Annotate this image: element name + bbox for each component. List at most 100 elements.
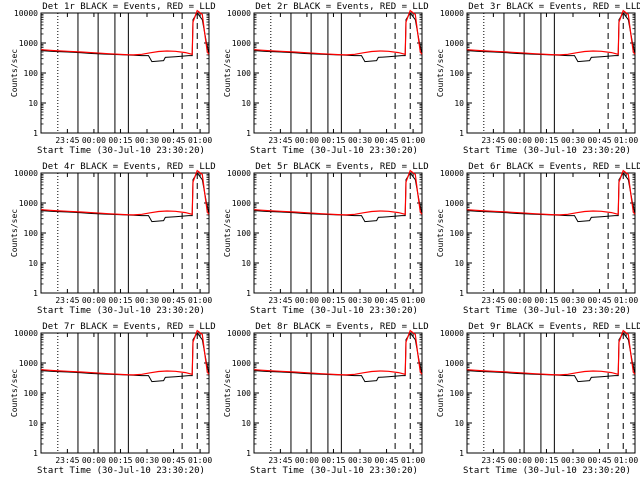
panel-title: Det 5r BLACK = Events, RED = LLD <box>255 162 428 172</box>
y-tick-label: 1 <box>33 449 38 458</box>
x-tick-label: 00:00 <box>82 456 106 465</box>
x-tick-label: 00:00 <box>295 136 319 145</box>
plot-frame <box>40 332 210 454</box>
x-tick-label: 00:45 <box>588 456 612 465</box>
x-tick-label: 00:15 <box>534 296 558 305</box>
plot-frame <box>253 12 423 134</box>
x-tick-label: 00:45 <box>162 296 186 305</box>
x-axis-label: Start Time (30-Jul-10 23:30:20) <box>37 466 205 476</box>
plot-frame <box>40 172 210 294</box>
panel-4: Det 4r BLACK = Events, RED = LLD 1 10 100 10… <box>10 162 216 316</box>
x-tick-label: 00:15 <box>534 456 558 465</box>
x-tick-label: 00:45 <box>588 136 612 145</box>
plot-frame <box>466 332 636 454</box>
y-tick-label: 10000 <box>14 9 38 18</box>
x-tick-label: 23:45 <box>481 136 505 145</box>
plot-frame <box>253 172 423 294</box>
y-tick-label: 10 <box>454 259 464 268</box>
y-tick-label: 10000 <box>227 169 251 178</box>
y-axis-label: Counts/sec <box>10 209 19 257</box>
y-tick-label: 1000 <box>19 39 38 48</box>
y-tick-label: 10000 <box>227 9 251 18</box>
panel-7: Det 7r BLACK = Events, RED = LLD 1 10 100 10… <box>10 322 216 476</box>
panel-title: Det 2r BLACK = Events, RED = LLD <box>255 2 428 12</box>
y-tick-label: 10000 <box>440 169 464 178</box>
x-axis-label: Start Time (30-Jul-10 23:30:20) <box>250 146 418 156</box>
y-tick-label: 1000 <box>19 359 38 368</box>
x-tick-label: 00:00 <box>82 296 106 305</box>
lld-series-line <box>466 9 636 56</box>
x-tick-label: 00:30 <box>561 456 585 465</box>
plot-frame <box>466 172 636 294</box>
y-tick-label: 100 <box>237 69 252 78</box>
panel-9: Det 9r BLACK = Events, RED = LLD 1 10 100 10… <box>436 322 640 476</box>
x-tick-label: 23:45 <box>55 296 79 305</box>
x-tick-label: 00:15 <box>108 456 132 465</box>
y-tick-label: 100 <box>237 229 252 238</box>
x-axis-label: Start Time (30-Jul-10 23:30:20) <box>250 306 418 316</box>
y-tick-label: 1000 <box>19 199 38 208</box>
y-tick-label: 1 <box>246 129 251 138</box>
y-tick-label: 1 <box>33 289 38 298</box>
panel-title: Det 7r BLACK = Events, RED = LLD <box>42 322 215 332</box>
x-tick-label: 00:00 <box>82 136 106 145</box>
x-tick-label: 00:45 <box>162 136 186 145</box>
x-axis-label: Start Time (30-Jul-10 23:30:20) <box>463 146 631 156</box>
y-tick-label: 10000 <box>440 9 464 18</box>
y-tick-label: 1000 <box>232 359 251 368</box>
panel-6: Det 6r BLACK = Events, RED = LLD 1 10 100 10… <box>436 162 640 316</box>
panel-title: Det 4r BLACK = Events, RED = LLD <box>42 162 215 172</box>
panel-title: Det 3r BLACK = Events, RED = LLD <box>468 2 640 12</box>
x-tick-label: 23:45 <box>268 296 292 305</box>
panel-title: Det 8r BLACK = Events, RED = LLD <box>255 322 428 332</box>
x-tick-label: 00:00 <box>508 456 532 465</box>
x-tick-label: 23:45 <box>268 136 292 145</box>
x-tick-label: 00:45 <box>588 296 612 305</box>
y-axis-label: Counts/sec <box>10 369 19 417</box>
y-axis-label: Counts/sec <box>223 49 232 97</box>
x-tick-label: 00:45 <box>375 296 399 305</box>
lld-series-line <box>253 9 423 56</box>
x-tick-label: 01:00 <box>614 296 638 305</box>
y-axis-label: Counts/sec <box>436 209 445 257</box>
y-tick-label: 100 <box>24 229 39 238</box>
x-tick-label: 00:30 <box>348 296 372 305</box>
y-tick-label: 100 <box>450 69 465 78</box>
x-tick-label: 01:00 <box>188 456 212 465</box>
x-tick-label: 00:00 <box>508 296 532 305</box>
x-tick-label: 01:00 <box>188 136 212 145</box>
x-axis-label: Start Time (30-Jul-10 23:30:20) <box>463 466 631 476</box>
x-tick-label: 00:15 <box>321 456 345 465</box>
y-tick-label: 10 <box>454 419 464 428</box>
y-tick-label: 1 <box>246 449 251 458</box>
plot-frame <box>466 12 636 134</box>
lld-series-line <box>253 329 423 376</box>
panel-8: Det 8r BLACK = Events, RED = LLD 1 10 100 10… <box>223 322 429 476</box>
x-tick-label: 00:30 <box>135 136 159 145</box>
x-tick-label: 00:30 <box>561 136 585 145</box>
x-tick-label: 00:15 <box>321 296 345 305</box>
x-axis-label: Start Time (30-Jul-10 23:30:20) <box>37 146 205 156</box>
y-tick-label: 10000 <box>440 329 464 338</box>
y-tick-label: 1000 <box>232 199 251 208</box>
y-tick-label: 10000 <box>14 169 38 178</box>
y-tick-label: 1 <box>33 129 38 138</box>
x-tick-label: 01:00 <box>614 136 638 145</box>
lld-series-line <box>40 329 210 376</box>
y-tick-label: 10000 <box>227 329 251 338</box>
x-tick-label: 00:45 <box>375 456 399 465</box>
x-tick-label: 00:30 <box>135 296 159 305</box>
y-axis-label: Counts/sec <box>10 49 19 97</box>
x-tick-label: 23:45 <box>55 456 79 465</box>
x-tick-label: 00:15 <box>108 136 132 145</box>
y-tick-label: 100 <box>450 389 465 398</box>
x-tick-label: 01:00 <box>614 456 638 465</box>
x-tick-label: 00:00 <box>295 296 319 305</box>
y-tick-label: 1000 <box>232 39 251 48</box>
panel-title: Det 9r BLACK = Events, RED = LLD <box>468 322 640 332</box>
y-tick-label: 1 <box>246 289 251 298</box>
y-tick-label: 10 <box>28 99 38 108</box>
plot-frame <box>253 332 423 454</box>
y-tick-label: 1 <box>459 289 464 298</box>
panel-title: Det 1r BLACK = Events, RED = LLD <box>42 2 215 12</box>
